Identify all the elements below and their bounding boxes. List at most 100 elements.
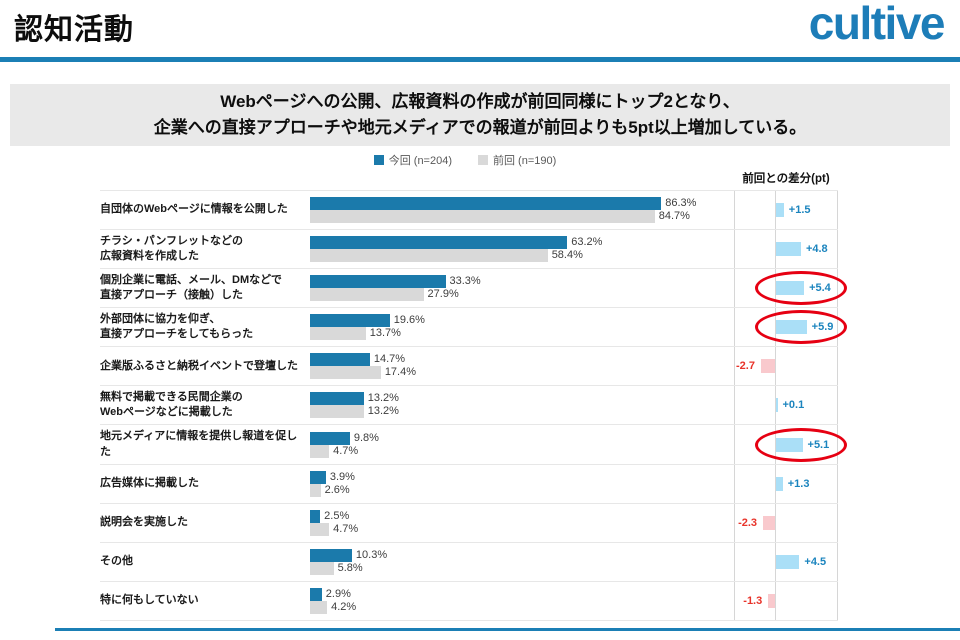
diff-bar (760, 359, 775, 374)
bar-area: 86.3% 84.7% (305, 191, 734, 229)
chart-row: その他 10.3% 5.8% +4.5 (100, 542, 838, 582)
diff-cell: +4.5 (734, 542, 838, 581)
diff-cell: -1.3 (734, 581, 838, 620)
category-label: 自団体のWebページに情報を公開した (100, 203, 288, 216)
category-label: 地元メディアに情報を提供し報道を促した (100, 430, 298, 458)
previous-value-label: 27.9% (427, 288, 459, 301)
diff-value-label: +1.3 (787, 477, 810, 490)
current-value-label: 63.2% (571, 236, 603, 249)
previous-bar (310, 522, 330, 536)
diff-value-label: -2.7 (736, 360, 755, 373)
bar-area: 9.8% 4.7% (305, 425, 734, 463)
current-value-label: 2.9% (325, 587, 351, 600)
current-bar (310, 392, 364, 406)
diff-cell: +5.9 (734, 308, 847, 347)
previous-value-label: 4.7% (333, 444, 359, 457)
headline-line2: 企業への直接アプローチや地元メディアでの報道が前回よりも5pt以上増加している。 (153, 118, 807, 137)
diff-value-label: +0.1 (782, 399, 805, 412)
diff-cell: -2.3 (734, 503, 838, 542)
previous-bar (310, 600, 328, 614)
category-label: 無料で掲載できる民間企業の Webページなどに掲載した (100, 391, 243, 419)
previous-bar (310, 327, 366, 341)
bar-area: 14.7% 17.4% (305, 347, 734, 385)
chart-row: 外部団体に協力を仰ぎ、 直接アプローチをしてもらった 19.6% 13.7% +5.9 (100, 308, 847, 348)
category-label: 個別企業に電話、メール、DMなどで 直接アプローチ（接触）した (100, 273, 282, 302)
diff-bar (776, 203, 784, 218)
bar-area: 10.3% 5.8% (305, 543, 734, 581)
current-bar (310, 275, 446, 289)
bar-area: 19.6% 13.7% (305, 308, 734, 346)
legend-item-current: 今回 (n=204) (373, 152, 452, 168)
chart-row: チラシ・パンフレットなどの 広報資料を作成した 63.2% 58.4% +4.8 (100, 230, 838, 270)
diff-bar (768, 593, 775, 608)
diff-bar (776, 476, 783, 491)
category-label: チラシ・パンフレットなどの 広報資料を作成した (100, 234, 243, 263)
category-label: その他 (100, 555, 133, 568)
previous-bar (310, 210, 655, 224)
legend-swatch-previous-icon (478, 155, 488, 165)
chart-row: 特に何もしていない 2.9% 4.2% -1.3 (100, 581, 838, 621)
legend-item-previous: 前回 (n=190) (478, 152, 556, 168)
previous-value-label: 4.7% (333, 522, 359, 535)
chart-row: 無料で掲載できる民間企業の Webページなどに掲載した 13.2% 13.2% +0.… (100, 386, 838, 426)
diff-cell: +5.4 (734, 269, 847, 308)
previous-value-label: 58.4% (551, 249, 583, 262)
category-label: 特に何もしていない (100, 594, 199, 607)
legend-label-previous: 前回 (n=190) (493, 155, 557, 167)
header-rule (0, 57, 960, 62)
chart-row: 企業版ふるさと納税イベントで登壇した 14.7% 17.4% -2.7 (100, 347, 838, 387)
category-label: 広告媒体に掲載した (100, 476, 199, 489)
current-bar (310, 314, 390, 328)
previous-value-label: 17.4% (384, 366, 417, 379)
diff-bar (776, 398, 778, 413)
diff-cell: +4.8 (734, 230, 838, 269)
legend-swatch-current-icon (373, 155, 384, 165)
previous-bar (310, 405, 364, 419)
current-value-label: 19.6% (393, 314, 425, 327)
current-bar (310, 509, 321, 523)
diff-value-label: +1.5 (788, 204, 811, 217)
chart-row: 広告媒体に掲載した 3.9% 2.6% +1.3 (100, 464, 838, 504)
previous-bar (310, 444, 330, 458)
chart-row: 自団体のWebページに情報を公開した 86.3% 84.7% +1.5 (100, 191, 838, 231)
chart-legend: 今回 (n=204) 前回 (n=190) (0, 152, 930, 168)
current-bar (310, 197, 662, 211)
bar-area: 13.2% 13.2% (305, 386, 734, 424)
current-value-label: 14.7% (373, 353, 406, 366)
chart-row: 個別企業に電話、メール、DMなどで 直接アプローチ（接触）した 33.3% 27.9… (100, 269, 847, 309)
diff-cell: +0.1 (734, 386, 838, 425)
category-label: 企業版ふるさと納税イベントで登壇した (100, 359, 298, 372)
legend-label-current: 今回 (n=204) (388, 155, 452, 167)
current-bar (310, 236, 568, 250)
current-bar (310, 548, 352, 562)
current-value-label: 33.3% (449, 275, 481, 288)
page-title: 認知活動 (14, 14, 135, 46)
highlight-ellipse (755, 310, 847, 345)
current-value-label: 10.3% (355, 548, 388, 561)
footer-rule (55, 628, 960, 631)
diff-value-label: +4.5 (804, 555, 827, 568)
previous-value-label: 84.7% (658, 210, 690, 223)
current-value-label: 9.8% (353, 431, 379, 444)
diff-cell: +5.1 (734, 425, 847, 464)
diff-cell: -2.7 (734, 347, 838, 386)
current-bar (310, 431, 350, 445)
bar-area: 2.9% 4.2% (305, 582, 734, 620)
current-bar (310, 470, 326, 484)
diff-bar (776, 242, 801, 257)
previous-bar (310, 366, 381, 380)
diff-cell: +1.5 (734, 191, 838, 230)
current-value-label: 3.9% (329, 470, 355, 483)
diff-bar (763, 515, 775, 530)
brand-logo: cultive (808, 0, 946, 49)
category-label: 外部団体に協力を仰ぎ、 直接アプローチをしてもらった (100, 312, 254, 341)
diff-value-label: -2.3 (738, 516, 758, 529)
category-label: 説明会を実施した (100, 515, 188, 528)
previous-bar (310, 561, 334, 575)
current-bar (310, 353, 370, 367)
current-bar (310, 587, 322, 601)
current-value-label: 86.3% (665, 197, 697, 210)
current-value-label: 2.5% (324, 509, 350, 522)
headline-line1: Webページへの公開、広報資料の作成が前回同様にトップ2となり、 (220, 91, 740, 111)
bar-area: 3.9% 2.6% (305, 465, 734, 503)
